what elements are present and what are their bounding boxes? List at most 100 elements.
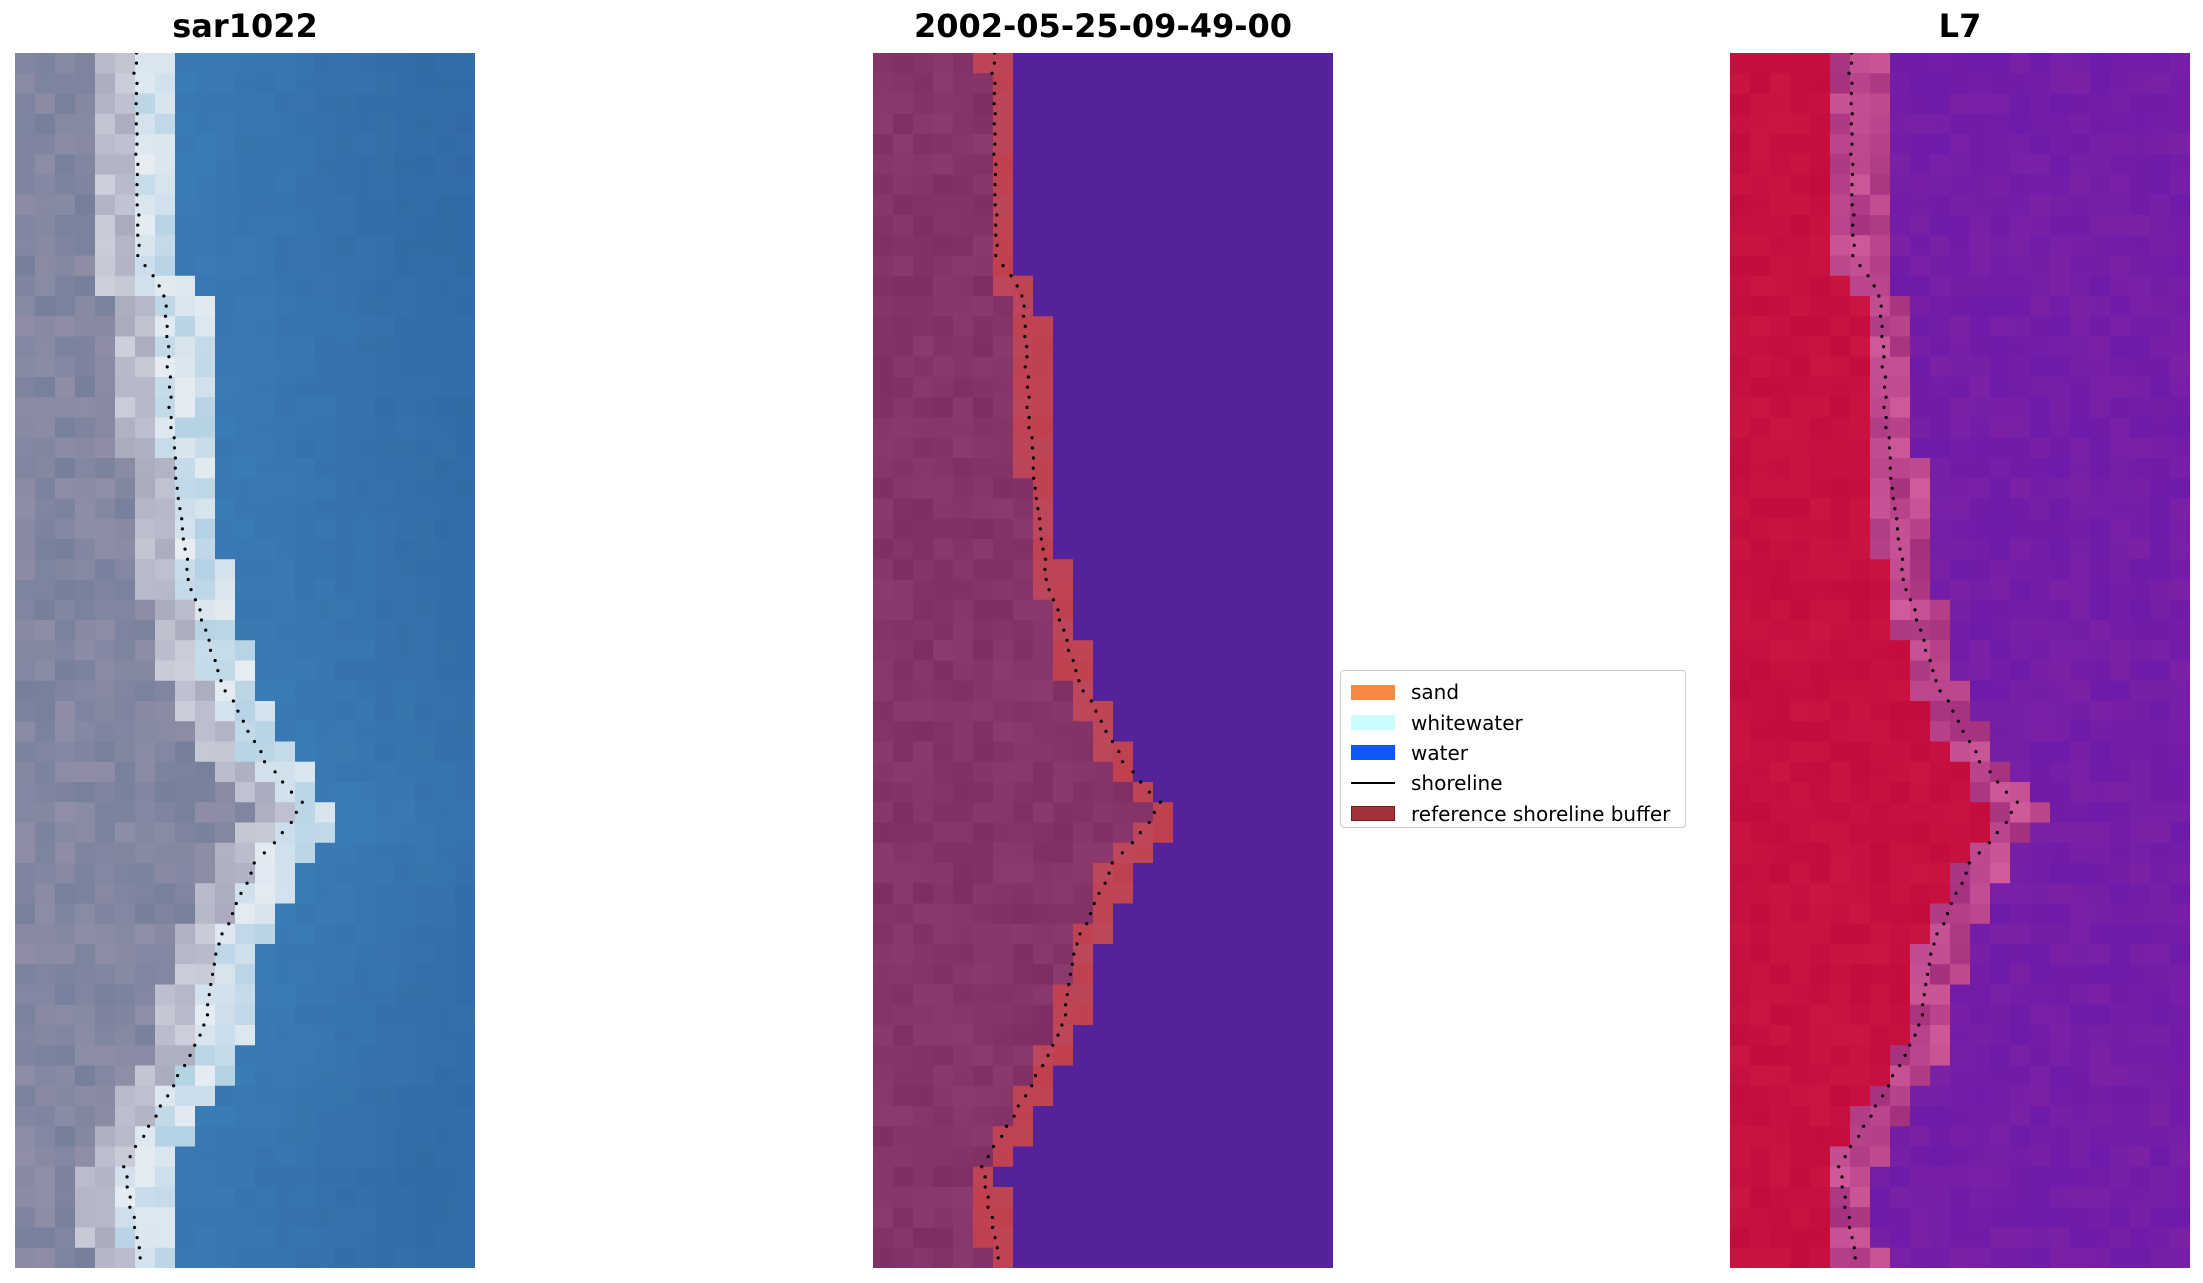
image-pixel xyxy=(1730,275,1751,297)
image-pixel xyxy=(933,984,954,1006)
image-pixel xyxy=(75,113,96,135)
image-pixel xyxy=(335,397,356,419)
image-pixel xyxy=(913,680,934,702)
image-pixel xyxy=(893,194,914,216)
image-pixel xyxy=(1930,842,1951,864)
image-pixel xyxy=(295,1247,316,1268)
image-pixel xyxy=(2130,1025,2151,1046)
image-pixel xyxy=(993,437,1014,459)
image-pixel xyxy=(1730,174,1751,196)
image-pixel xyxy=(2110,721,2131,743)
shoreline-point xyxy=(1074,669,1078,673)
image-pixel xyxy=(1113,397,1134,419)
image-pixel xyxy=(1113,923,1134,945)
image-pixel xyxy=(893,579,914,601)
image-pixel xyxy=(1093,1247,1114,1268)
image-pixel xyxy=(1313,458,1333,479)
image-pixel xyxy=(2110,1065,2131,1087)
image-pixel xyxy=(295,620,316,641)
image-pixel xyxy=(295,1045,316,1067)
shoreline-point xyxy=(1001,264,1005,268)
image-pixel xyxy=(1790,194,1811,216)
image-pixel xyxy=(2170,296,2190,317)
image-pixel xyxy=(1870,721,1891,743)
image-pixel xyxy=(1810,1085,1831,1107)
image-pixel xyxy=(2070,1166,2091,1188)
image-pixel xyxy=(1073,1085,1094,1107)
image-pixel xyxy=(873,1187,894,1208)
image-pixel xyxy=(2150,903,2171,925)
image-pixel xyxy=(2090,660,2111,682)
image-pixel xyxy=(1073,1004,1094,1026)
image-pixel xyxy=(275,215,296,236)
image-pixel xyxy=(435,437,456,459)
image-pixel xyxy=(175,964,196,986)
image-pixel xyxy=(455,1146,475,1168)
image-pixel xyxy=(135,1227,156,1249)
image-pixel xyxy=(75,194,96,216)
image-pixel xyxy=(1810,842,1831,864)
image-pixel xyxy=(2050,640,2071,662)
image-pixel xyxy=(2050,93,2071,115)
image-pixel xyxy=(1173,539,1194,560)
shoreline-point xyxy=(165,365,169,369)
image-pixel xyxy=(415,984,436,1006)
image-pixel xyxy=(75,1146,96,1168)
image-pixel xyxy=(893,1085,914,1107)
image-pixel xyxy=(1910,53,1931,74)
image-pixel xyxy=(135,134,156,155)
image-pixel xyxy=(15,1004,36,1026)
image-pixel xyxy=(55,1045,76,1067)
image-pixel xyxy=(913,1247,934,1268)
image-pixel xyxy=(973,680,994,702)
image-pixel xyxy=(1990,599,2011,621)
image-pixel xyxy=(993,579,1014,601)
shoreline-point xyxy=(1850,172,1854,177)
image-pixel xyxy=(2030,822,2051,844)
image-pixel xyxy=(2090,620,2111,641)
image-pixel xyxy=(255,701,276,722)
image-pixel xyxy=(1273,1045,1294,1067)
image-pixel xyxy=(1910,1045,1931,1067)
image-pixel xyxy=(435,984,456,1006)
image-pixel xyxy=(395,721,416,743)
image-pixel xyxy=(335,1247,356,1268)
image-pixel xyxy=(75,518,96,540)
image-pixel xyxy=(1870,923,1891,945)
image-pixel xyxy=(1113,113,1134,135)
image-pixel xyxy=(135,316,156,338)
image-pixel xyxy=(1950,923,1971,945)
image-pixel xyxy=(2090,721,2111,743)
image-pixel xyxy=(2050,984,2071,1006)
image-pixel xyxy=(75,1207,96,1229)
image-pixel xyxy=(1133,275,1154,297)
shoreline-point xyxy=(1027,415,1031,420)
image-pixel xyxy=(993,377,1014,398)
image-pixel xyxy=(2050,741,2071,763)
image-pixel xyxy=(993,680,1014,702)
image-pixel xyxy=(135,1025,156,1046)
image-pixel xyxy=(1910,336,1931,358)
image-pixel xyxy=(115,539,136,560)
image-pixel xyxy=(2010,1207,2031,1229)
image-pixel xyxy=(1970,174,1991,196)
image-pixel xyxy=(1990,1065,2011,1087)
image-pixel xyxy=(1970,518,1991,540)
image-pixel xyxy=(395,1247,416,1268)
image-pixel xyxy=(335,802,356,824)
image-pixel xyxy=(1073,498,1094,520)
image-pixel xyxy=(1770,741,1791,763)
image-pixel xyxy=(1810,417,1831,439)
image-pixel xyxy=(2050,1187,2071,1208)
image-pixel xyxy=(1830,397,1851,419)
image-pixel xyxy=(1093,458,1114,479)
image-pixel xyxy=(913,741,934,763)
image-pixel xyxy=(415,1146,436,1168)
image-pixel xyxy=(1073,620,1094,641)
image-pixel xyxy=(155,1065,176,1087)
image-pixel xyxy=(1750,93,1771,115)
image-pixel xyxy=(2010,1045,2031,1067)
image-pixel xyxy=(2050,660,2071,682)
image-pixel xyxy=(2050,296,2071,317)
image-pixel xyxy=(1233,802,1254,824)
